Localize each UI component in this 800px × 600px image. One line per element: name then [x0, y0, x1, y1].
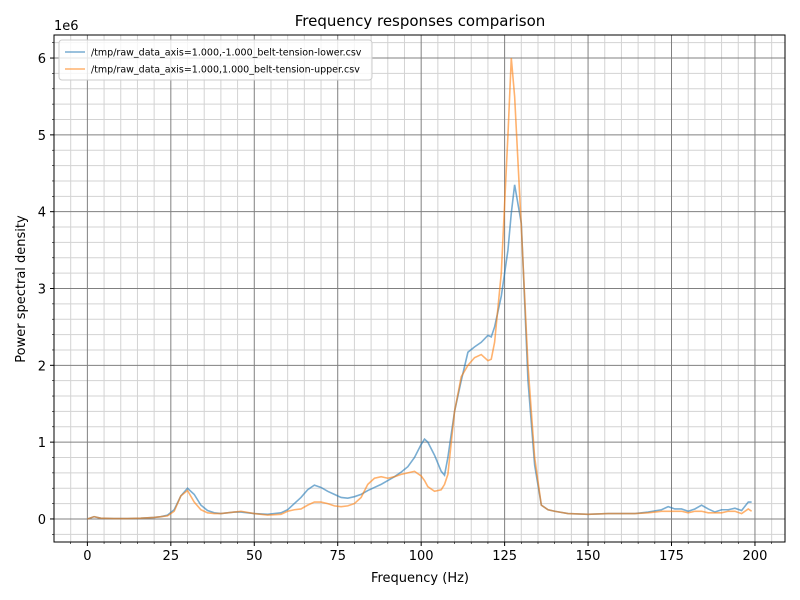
x-tick-label: 50 — [246, 549, 263, 564]
x-tick-label: 175 — [659, 549, 684, 564]
y-tick-label: 6 — [38, 52, 46, 67]
series-line — [87, 57, 753, 520]
x-axis-label: Frequency (Hz) — [371, 571, 469, 586]
y-tick-label: 0 — [38, 513, 46, 528]
y-tick-label: 1 — [38, 436, 46, 451]
legend-box — [58, 39, 373, 81]
x-tick-label: 125 — [492, 549, 517, 564]
legend-label: /tmp/raw_data_axis=1.000,1.000_belt-tens… — [91, 65, 360, 76]
x-tick-label: 200 — [743, 549, 768, 564]
y-tick-label: 4 — [38, 206, 46, 221]
series-line — [87, 184, 752, 520]
y-axis-label: Power spectral density — [14, 215, 29, 363]
y-offset-label: 1e6 — [54, 19, 79, 34]
x-tick-label: 75 — [329, 549, 346, 564]
x-tick-label: 25 — [163, 549, 180, 564]
y-tick-label: 5 — [38, 129, 46, 144]
x-tick-label: 100 — [409, 549, 434, 564]
y-tick-label: 2 — [38, 359, 46, 374]
y-tick-label: 3 — [38, 283, 46, 298]
legend: /tmp/raw_data_axis=1.000,-1.000_belt-ten… — [58, 39, 373, 81]
x-tick-label: 0 — [83, 549, 91, 564]
x-tick-label: 150 — [576, 549, 601, 564]
plot-frame — [53, 34, 786, 543]
legend-label: /tmp/raw_data_axis=1.000,-1.000_belt-ten… — [91, 48, 362, 59]
chart-title: Frequency responses comparison — [295, 12, 546, 30]
